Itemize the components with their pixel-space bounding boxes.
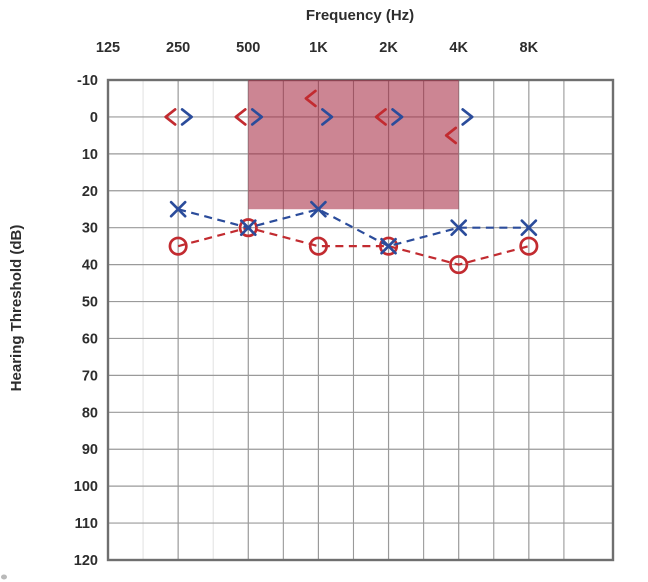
circle-marker bbox=[519, 236, 539, 256]
y-tick-label: 40 bbox=[82, 258, 98, 274]
series-right-ear-bone-conduction bbox=[164, 89, 458, 145]
data-series-layer bbox=[164, 89, 539, 275]
y-tick-label: 70 bbox=[82, 368, 98, 384]
greater-than-marker bbox=[321, 108, 334, 126]
y-tick-label: 10 bbox=[82, 147, 98, 163]
less-than-marker bbox=[444, 126, 458, 145]
circle-marker bbox=[238, 218, 258, 238]
less-than-marker bbox=[304, 89, 317, 108]
greater-than-marker bbox=[250, 108, 264, 126]
less-than-marker bbox=[164, 108, 177, 126]
less-than-marker bbox=[374, 108, 387, 126]
greater-than-marker bbox=[461, 108, 474, 126]
y-tick-label: 90 bbox=[82, 442, 98, 458]
circle-marker bbox=[379, 236, 399, 256]
greater-than-marker bbox=[180, 108, 193, 126]
circle-marker bbox=[308, 236, 328, 256]
series-left-ear-bone-conduction bbox=[180, 108, 474, 126]
edge-artifact-mark bbox=[1, 574, 7, 580]
x-marker bbox=[310, 200, 327, 218]
circle-marker bbox=[168, 236, 188, 256]
shaded-region bbox=[248, 80, 459, 210]
x-tick-label: 250 bbox=[166, 40, 190, 56]
series-line bbox=[177, 208, 529, 248]
y-tick-label: 100 bbox=[74, 479, 98, 495]
y-tick-label: 80 bbox=[82, 405, 98, 421]
x-tick-label: 125 bbox=[96, 40, 120, 56]
series-right-ear-air-conduction bbox=[168, 218, 539, 275]
greater-than-marker bbox=[391, 108, 404, 126]
x-marker bbox=[450, 219, 468, 237]
series-line bbox=[177, 226, 530, 266]
circle-marker bbox=[449, 255, 469, 275]
y-tick-label: 60 bbox=[82, 331, 98, 347]
y-tick-label: 30 bbox=[82, 221, 98, 237]
y-tick-label: 0 bbox=[90, 110, 98, 126]
y-tick-label: 110 bbox=[75, 516, 98, 532]
x-tick-label: 8K bbox=[520, 40, 539, 56]
x-axis-title: Frequency (Hz) bbox=[306, 7, 414, 24]
y-tick-label: 20 bbox=[82, 184, 98, 200]
x-marker bbox=[520, 219, 538, 237]
y-tick-label: 50 bbox=[82, 295, 98, 311]
x-tick-label: 2K bbox=[379, 40, 398, 56]
y-tick-label: -10 bbox=[77, 73, 98, 89]
x-marker bbox=[169, 200, 187, 218]
y-axis-title: Hearing Threshold (dB) bbox=[8, 225, 25, 392]
shaded-region-layer bbox=[248, 80, 459, 210]
y-tick-label: 120 bbox=[74, 553, 98, 569]
x-tick-label: 4K bbox=[449, 40, 468, 56]
x-tick-label: 1K bbox=[309, 40, 328, 56]
x-marker bbox=[239, 219, 257, 237]
x-tick-label: 500 bbox=[236, 40, 260, 56]
less-than-marker bbox=[234, 108, 247, 126]
axis-tick-labels: 125 250 500 1K 2K 4K 8K -10 0 10 20 30 40 50 60 70 80 90 1… bbox=[74, 40, 539, 569]
x-marker bbox=[380, 237, 397, 255]
series-left-ear-air-conduction bbox=[169, 200, 538, 255]
